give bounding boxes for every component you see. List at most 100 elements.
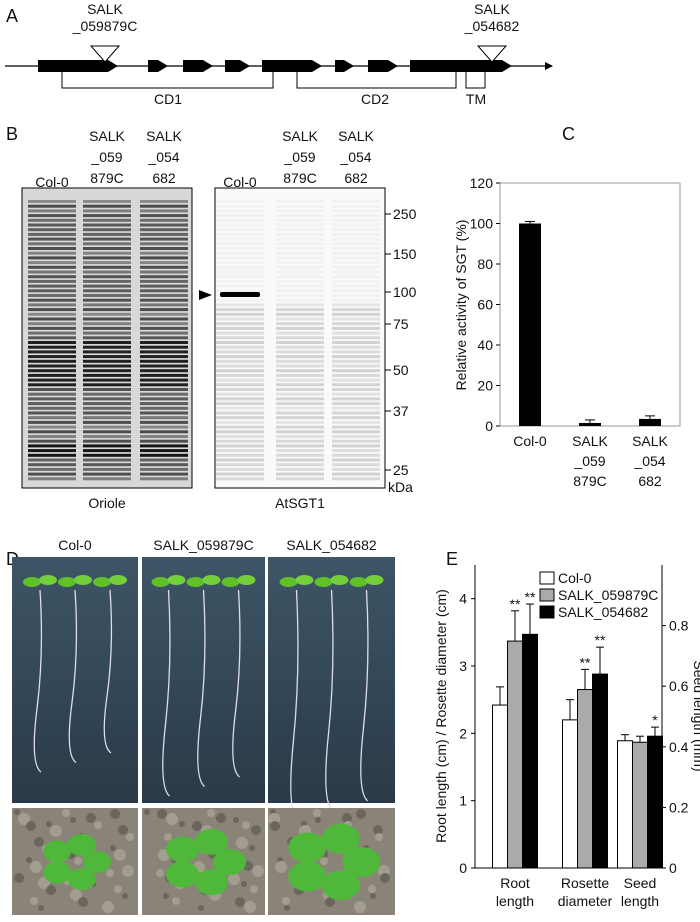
gel-band [276, 214, 324, 217]
soil-grain [122, 893, 128, 899]
gel-band [216, 312, 264, 316]
cotyledon [109, 575, 127, 585]
gel-band [83, 303, 131, 307]
gel-band [83, 467, 131, 471]
gel-band [276, 359, 324, 363]
gel-band [140, 247, 188, 250]
gel [214, 187, 386, 489]
gel-band [83, 223, 131, 227]
gel-band [83, 312, 131, 316]
gel-band [216, 373, 264, 377]
gel-band [28, 308, 76, 312]
soil-grain [380, 873, 390, 883]
root [103, 589, 113, 754]
bar [519, 223, 541, 426]
soil-grain [46, 885, 56, 895]
gel-band [83, 322, 131, 326]
gel-band [28, 322, 76, 326]
gel-label: Oriole [88, 495, 126, 511]
lane-label: SALK _054 682 [338, 128, 374, 186]
root [162, 589, 171, 797]
gel-band [140, 218, 188, 222]
gel-band [332, 472, 380, 476]
gel-band [332, 336, 380, 340]
gel-band [216, 299, 264, 302]
soil-grain [50, 825, 62, 837]
gel-band [28, 378, 76, 382]
gel-band [276, 326, 324, 330]
x-tick-label: Col-0 [513, 433, 547, 449]
gel-band [276, 477, 324, 481]
lane-label: SALK _059 879C [89, 128, 125, 186]
soil-grain [242, 821, 250, 829]
gel-band [216, 467, 264, 471]
soil-grain [14, 809, 20, 815]
gel-band [276, 271, 324, 274]
gel-band [276, 430, 324, 434]
soil-grain [236, 837, 248, 849]
gel-band [83, 430, 131, 434]
gel-band [140, 308, 188, 312]
x-tick-label: SALK _059 879C [572, 433, 608, 489]
gel-band [216, 397, 264, 401]
gel-band [83, 383, 131, 387]
soil-grain [356, 809, 366, 819]
gel-band [332, 326, 380, 330]
x-tick-label: Root length [496, 875, 534, 909]
y-tick-label: 0 [485, 418, 493, 434]
gel-band [83, 336, 131, 340]
gel-band [140, 359, 188, 363]
gel-band [140, 303, 188, 307]
gel-band [140, 420, 188, 424]
cotyledon [365, 575, 384, 585]
gel-band [276, 280, 324, 283]
soil-grain [126, 833, 134, 841]
soil-grain [102, 901, 114, 913]
gel-band [83, 294, 131, 297]
gel-band [83, 341, 131, 344]
gel-band [28, 355, 76, 359]
root [197, 589, 206, 787]
bar [507, 640, 523, 869]
gel-band [140, 228, 188, 232]
gel-band [276, 275, 324, 278]
panel-label: E [446, 549, 458, 569]
legend-label: Col-0 [558, 570, 592, 586]
gel-band [216, 355, 264, 359]
line-label: SALK_059879C [153, 537, 253, 553]
gel-band [140, 378, 188, 382]
gel-band [332, 345, 380, 349]
gel-band-strong [220, 292, 260, 297]
gel-band [83, 218, 131, 222]
gel-band [276, 285, 324, 288]
line-label: SALK_054682 [286, 537, 377, 553]
soil-grain [78, 897, 88, 907]
gel-band [83, 439, 131, 443]
gel-band [332, 331, 380, 335]
root [68, 589, 78, 764]
gel-band [332, 477, 380, 481]
gel-band [276, 331, 324, 335]
gel-band [276, 345, 324, 349]
gel-band [332, 303, 380, 307]
gel-band [140, 298, 188, 302]
soil-grain [114, 849, 126, 861]
gel-band [83, 270, 131, 274]
legend-label: SALK_059879C [558, 587, 658, 603]
gel-band [216, 444, 264, 448]
gel-band [216, 416, 264, 420]
marker-label: 37 [393, 403, 409, 419]
soil-grain [110, 845, 116, 851]
legend-label: SALK_054682 [558, 604, 649, 620]
gel-band [83, 326, 131, 330]
gel-band [28, 435, 76, 438]
insertion-label: SALK _059879C [72, 1, 138, 34]
arrow-head [545, 62, 553, 70]
soil-grain [62, 809, 70, 817]
rosette-leaf [288, 832, 327, 863]
gel-band [83, 359, 131, 363]
gel-band [83, 416, 131, 420]
gel-band [83, 284, 131, 288]
gel-band [276, 439, 324, 443]
gel-band [332, 209, 380, 212]
